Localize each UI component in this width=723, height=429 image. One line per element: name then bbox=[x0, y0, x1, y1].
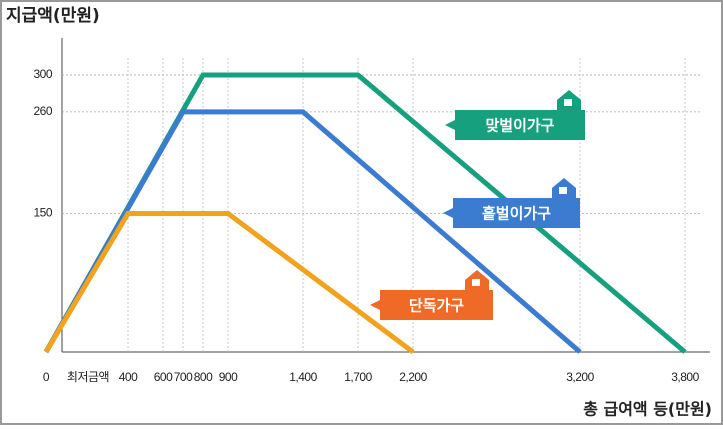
x-tick-label: 2,200 bbox=[399, 370, 427, 384]
legend-entry: 단독가구 bbox=[370, 270, 493, 320]
x-tick-label: 0 bbox=[43, 370, 50, 384]
x-tick-label: 1,400 bbox=[289, 370, 317, 384]
x-tick-label: 400 bbox=[119, 370, 138, 384]
legend-box bbox=[445, 110, 585, 140]
x-tick-label: 3,200 bbox=[566, 370, 594, 384]
legend-label: 맞벌이가구 bbox=[485, 117, 554, 135]
house-window bbox=[559, 187, 567, 194]
x-axis-label: 총 급여액 등(만원) bbox=[583, 400, 712, 419]
x-tick-label: 1,700 bbox=[344, 370, 372, 384]
x-tick-label: 3,800 bbox=[671, 370, 699, 384]
legend-entry: 맞벌이가구 bbox=[445, 90, 585, 140]
x-tick-label: 900 bbox=[219, 370, 238, 384]
min-label: 최저금액 bbox=[67, 370, 109, 384]
house-window bbox=[564, 99, 572, 106]
x-tick-label: 600 bbox=[154, 370, 173, 384]
legend-label: 단독가구 bbox=[409, 297, 464, 315]
legend-box bbox=[443, 198, 580, 228]
y-tick-label: 150 bbox=[33, 206, 52, 220]
house-window bbox=[472, 279, 480, 286]
legend-box bbox=[370, 290, 493, 320]
x-tick-label: 800 bbox=[194, 370, 213, 384]
chart-title: 지급액(만원) bbox=[6, 6, 100, 26]
x-tick-label: 700 bbox=[174, 370, 193, 384]
legend-entry: 홑벌이가구 bbox=[443, 178, 580, 228]
series-line bbox=[43, 210, 415, 355]
legend-label: 홑벌이가구 bbox=[482, 205, 551, 223]
y-tick-label: 260 bbox=[33, 104, 52, 118]
y-tick-label: 300 bbox=[33, 67, 52, 81]
